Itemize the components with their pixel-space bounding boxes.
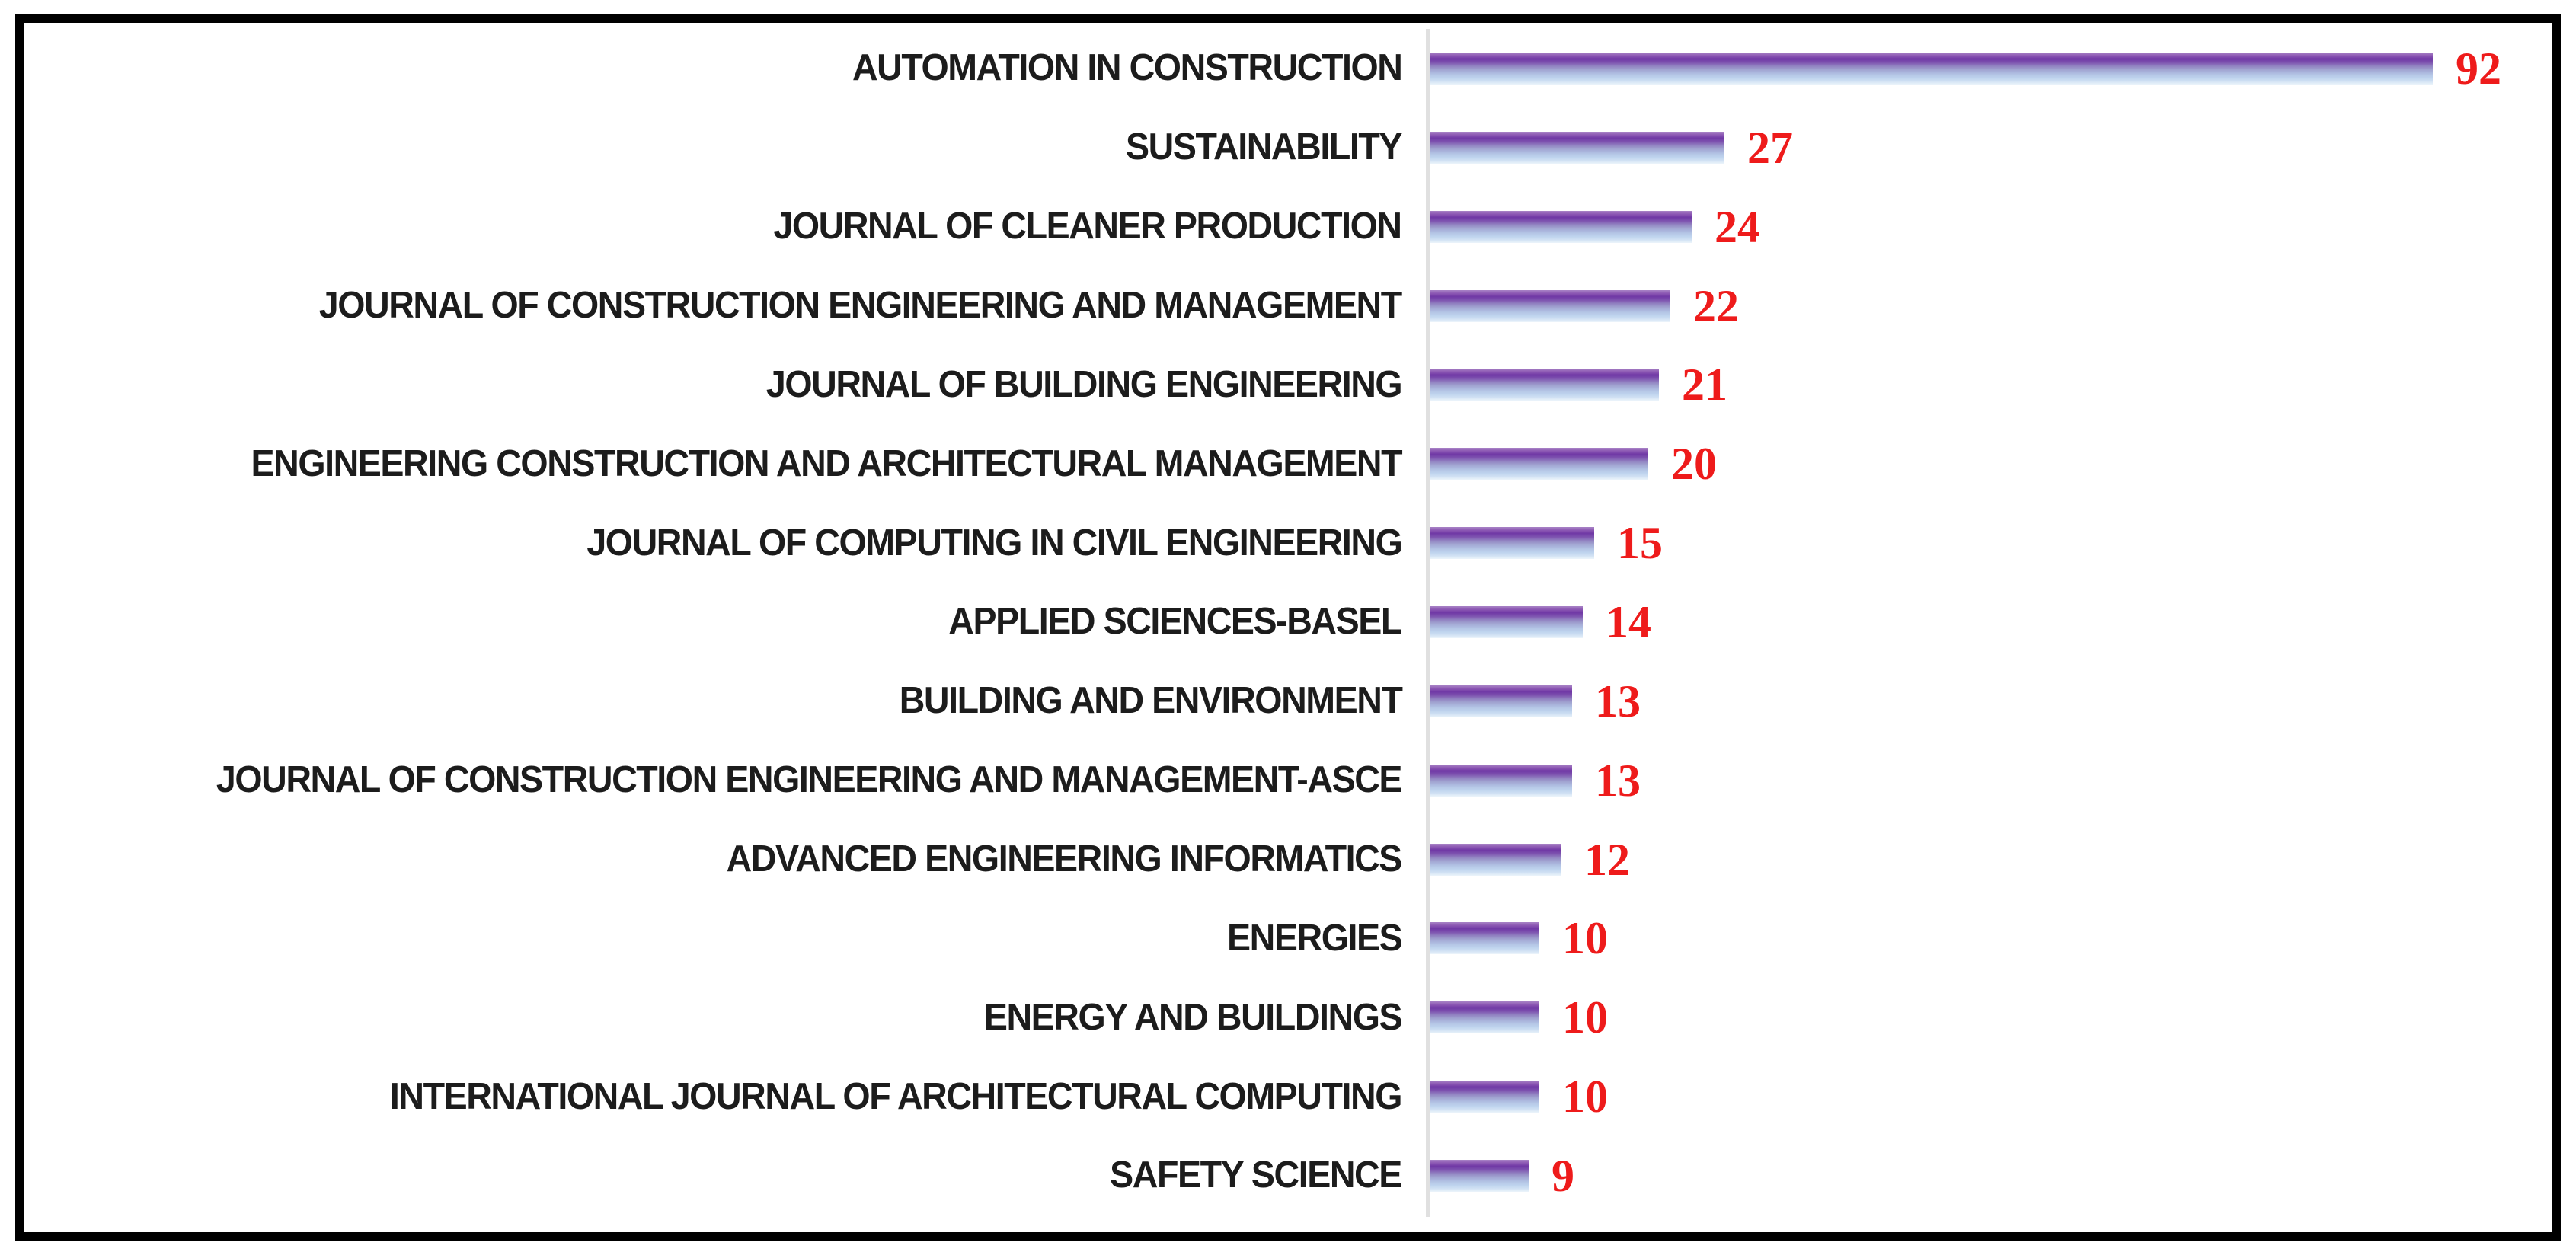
category-axis-line — [1426, 29, 1430, 1217]
category-label: SUSTAINABILITY — [24, 129, 1426, 166]
category-label-text: JOURNAL OF CLEANER PRODUCTION — [773, 206, 1403, 247]
category-label: SAFETY SCIENCE — [24, 1157, 1426, 1194]
bar-row: APPLIED SCIENCES-BASEL 14 — [24, 583, 2552, 662]
chart-rows: AUTOMATION IN CONSTRUCTION 92 SUSTAINABILI… — [24, 29, 2552, 1215]
bar — [1430, 843, 1561, 876]
category-label-text: JOURNAL OF CONSTRUCTION ENGINEERING AND … — [216, 759, 1403, 801]
value-label: 10 — [1562, 1071, 1608, 1122]
value-label: 92 — [2456, 43, 2501, 94]
bar — [1430, 1081, 1539, 1113]
bar — [1430, 289, 1670, 322]
category-label: JOURNAL OF COMPUTING IN CIVIL ENGINEERIN… — [24, 522, 1426, 564]
bar-row: ADVANCED ENGINEERING INFORMATICS 12 — [24, 820, 2552, 899]
bar — [1430, 685, 1572, 717]
bar-row: ENERGIES 10 — [24, 899, 2552, 978]
category-label: JOURNAL OF CONSTRUCTION ENGINEERING AND … — [24, 287, 1426, 324]
bar — [1430, 764, 1572, 797]
bar-row: JOURNAL OF BUILDING ENGINEERING 21 — [24, 345, 2552, 424]
value-label: 13 — [1595, 675, 1641, 726]
category-label-text: APPLIED SCIENCES-BASEL — [948, 601, 1402, 643]
bar-row: JOURNAL OF COMPUTING IN CIVIL ENGINEERIN… — [24, 503, 2552, 583]
category-label: JOURNAL OF CLEANER PRODUCTION — [24, 208, 1426, 245]
category-label: JOURNAL OF CONSTRUCTION ENGINEERING AND … — [24, 762, 1426, 799]
bar — [1430, 131, 1724, 164]
category-label-text: ENGINEERING CONSTRUCTION AND ARCHITECTUR… — [251, 442, 1402, 484]
value-label: 27 — [1747, 122, 1793, 173]
value-label: 21 — [1682, 359, 1727, 410]
bar — [1430, 922, 1539, 955]
chart-frame: AUTOMATION IN CONSTRUCTION 92 SUSTAINABILI… — [15, 14, 2561, 1241]
category-label: ENGINEERING CONSTRUCTION AND ARCHITECTUR… — [24, 445, 1426, 483]
bar — [1430, 448, 1648, 481]
bar-row: AUTOMATION IN CONSTRUCTION 92 — [24, 29, 2552, 108]
category-label-text: INTERNATIONAL JOURNAL OF ARCHITECTURAL C… — [389, 1075, 1403, 1117]
category-label: INTERNATIONAL JOURNAL OF ARCHITECTURAL C… — [24, 1078, 1426, 1116]
category-label: APPLIED SCIENCES-BASEL — [24, 603, 1426, 640]
category-label: JOURNAL OF BUILDING ENGINEERING — [24, 366, 1426, 404]
value-label: 10 — [1562, 992, 1608, 1043]
bar-row: JOURNAL OF CONSTRUCTION ENGINEERING AND … — [24, 267, 2552, 346]
value-label: 20 — [1671, 439, 1717, 490]
value-label: 13 — [1595, 755, 1641, 806]
bar-row: SUSTAINABILITY 27 — [24, 108, 2552, 187]
value-label: 15 — [1617, 518, 1663, 569]
bar — [1430, 1001, 1539, 1034]
category-label-text: BUILDING AND ENVIRONMENT — [899, 680, 1402, 722]
category-label: AUTOMATION IN CONSTRUCTION — [24, 49, 1426, 87]
category-label: ENERGY AND BUILDINGS — [24, 996, 1426, 1038]
bar-row: JOURNAL OF CONSTRUCTION ENGINEERING AND … — [24, 741, 2552, 820]
value-label: 14 — [1606, 596, 1651, 647]
bar — [1430, 369, 1659, 401]
category-label-text: SAFETY SCIENCE — [1110, 1154, 1402, 1196]
bar — [1430, 52, 2433, 85]
value-label: 10 — [1562, 913, 1608, 964]
bar-row: INTERNATIONAL JOURNAL OF ARCHITECTURAL C… — [24, 1057, 2552, 1136]
category-label-text: JOURNAL OF BUILDING ENGINEERING — [765, 363, 1403, 405]
category-label-text: ADVANCED ENGINEERING INFORMATICS — [726, 838, 1403, 880]
value-label: 22 — [1693, 280, 1739, 331]
bar-row: ENERGY AND BUILDINGS 10 — [24, 978, 2552, 1057]
bar — [1430, 210, 1692, 243]
bar-row: ENGINEERING CONSTRUCTION AND ARCHITECTUR… — [24, 424, 2552, 503]
category-label: BUILDING AND ENVIRONMENT — [24, 682, 1426, 720]
value-label: 24 — [1715, 201, 1760, 252]
bar — [1430, 527, 1594, 560]
category-label-text: ENERGY AND BUILDINGS — [983, 996, 1403, 1038]
category-label: ENERGIES — [24, 917, 1426, 959]
category-label: ADVANCED ENGINEERING INFORMATICS — [24, 841, 1426, 878]
value-label: 12 — [1584, 834, 1630, 885]
bar — [1430, 1159, 1529, 1192]
category-label-text: JOURNAL OF COMPUTING IN CIVIL ENGINEERIN… — [586, 522, 1403, 564]
category-label-text: AUTOMATION IN CONSTRUCTION — [852, 47, 1402, 89]
value-label: 9 — [1552, 1150, 1574, 1201]
bar — [1430, 605, 1583, 638]
bar-chart: AUTOMATION IN CONSTRUCTION 92 SUSTAINABILI… — [24, 29, 2552, 1217]
bar-row: SAFETY SCIENCE 9 — [24, 1136, 2552, 1215]
bar-row: JOURNAL OF CLEANER PRODUCTION 24 — [24, 187, 2552, 267]
category-label-text: JOURNAL OF CONSTRUCTION ENGINEERING AND … — [319, 285, 1402, 326]
bar-row: BUILDING AND ENVIRONMENT 13 — [24, 662, 2552, 741]
category-label-text: ENERGIES — [1226, 917, 1403, 959]
category-label-text: SUSTAINABILITY — [1126, 126, 1402, 168]
